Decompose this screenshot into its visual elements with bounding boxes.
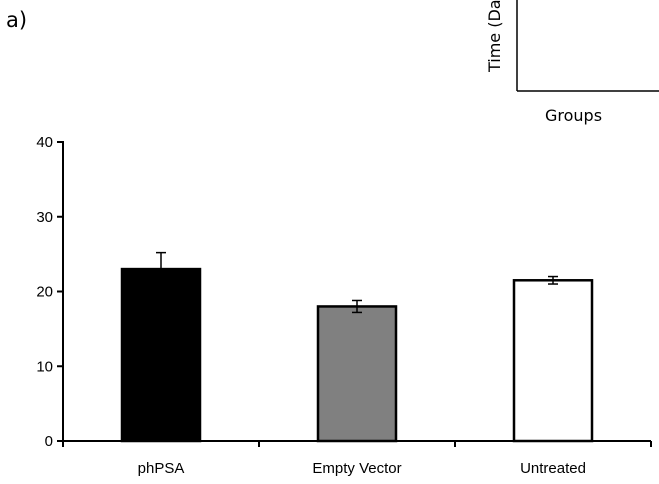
- x-category-label: phPSA: [138, 460, 185, 477]
- inset-x-label: Groups: [545, 106, 602, 125]
- error-bar: [352, 299, 362, 314]
- error-bar: [156, 251, 166, 287]
- error-bar: [548, 275, 558, 285]
- y-tick-label: 30: [36, 209, 53, 226]
- y-ticks: 0 10 20 30 40: [36, 134, 63, 450]
- error-bars: [156, 251, 558, 314]
- y-tick-label: 0: [45, 433, 53, 450]
- inset-plot: Time (Da Groups: [485, 0, 659, 125]
- y-tick-label: 20: [36, 284, 53, 301]
- bar-empty-vector: [316, 305, 398, 443]
- bar-chart: 0 10 20 30 40 phPSA Empty Vector Untreated: [36, 134, 652, 477]
- y-tick-label: 10: [36, 358, 53, 375]
- inset-y-label: Time (Da: [485, 0, 504, 73]
- x-ticks: phPSA Empty Vector Untreated: [62, 441, 652, 477]
- bar-phpsa: [120, 267, 202, 443]
- panel-label: a): [6, 8, 27, 32]
- bar-untreated: [512, 279, 594, 443]
- x-category-label: Untreated: [520, 460, 586, 477]
- x-category-label: Empty Vector: [312, 460, 401, 477]
- bars: [120, 267, 594, 443]
- y-tick-label: 40: [36, 134, 53, 151]
